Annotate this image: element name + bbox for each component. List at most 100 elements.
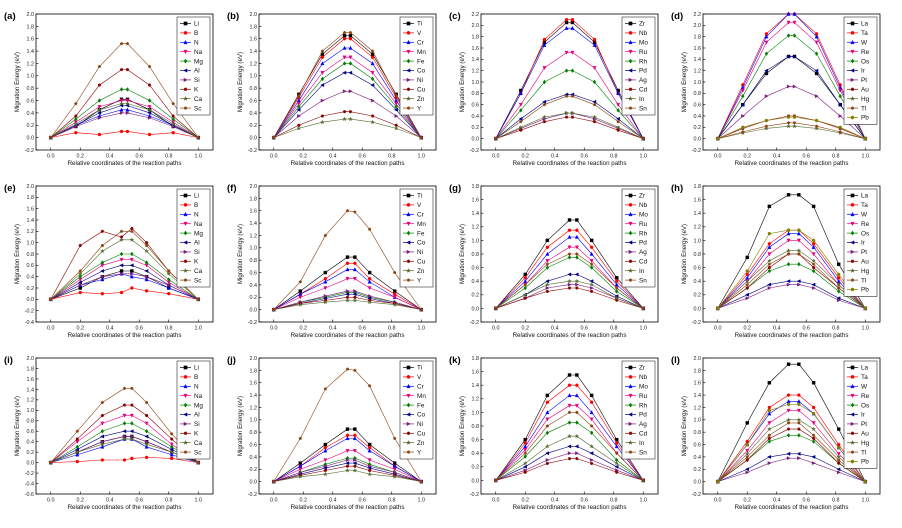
series-line: [495, 236, 644, 309]
data-point: [171, 130, 175, 135]
legend-label: K: [194, 259, 199, 266]
y-tick-label: 0.2: [694, 125, 702, 131]
series-group: [272, 208, 423, 312]
series-line: [495, 22, 644, 139]
x-tick-label: 0.8: [165, 154, 173, 160]
series-line: [495, 405, 644, 481]
y-tick-label: 0.4: [472, 451, 480, 457]
series-line: [495, 27, 644, 139]
series-line: [717, 457, 866, 482]
data-point: [196, 297, 200, 301]
legend-marker: [850, 31, 855, 35]
data-point: [394, 114, 399, 118]
data-point: [394, 123, 398, 127]
legend-marker: [183, 402, 188, 408]
legend-marker: [628, 249, 633, 254]
y-tick-label: 1.8: [472, 184, 480, 190]
legend-marker: [183, 49, 188, 55]
data-point: [100, 428, 105, 434]
data-point: [353, 295, 357, 299]
data-point: [320, 76, 325, 82]
y-tick-label: 0.2: [250, 295, 258, 301]
data-point: [352, 267, 357, 272]
y-tick-label: 0.4: [694, 455, 702, 461]
legend-label: Mg: [194, 402, 203, 409]
panel-label: (f): [227, 183, 237, 194]
data-point: [352, 292, 357, 297]
y-axis-title: Migration Energy (eV): [681, 52, 688, 112]
data-point: [122, 386, 127, 390]
series-group: [494, 286, 645, 310]
data-point: [370, 71, 375, 75]
data-point: [589, 238, 594, 243]
data-point: [75, 437, 80, 441]
data-point: [119, 110, 124, 115]
y-tick-label: 0.2: [250, 123, 258, 129]
legend-marker: [628, 365, 633, 370]
y-tick-label: 1.8: [694, 368, 702, 374]
series-line: [50, 270, 199, 300]
data-point: [342, 116, 348, 122]
data-point: [589, 286, 594, 290]
data-point: [797, 421, 801, 425]
data-point: [786, 228, 791, 232]
y-tick-label: 0.6: [250, 270, 258, 276]
data-point: [523, 470, 527, 474]
data-point: [196, 460, 200, 465]
data-point: [523, 437, 527, 442]
data-point: [345, 461, 350, 466]
data-point: [838, 114, 843, 118]
legend-marker: [406, 49, 411, 55]
data-point: [615, 276, 619, 280]
data-point: [144, 243, 149, 247]
y-tick-label: 0.8: [27, 252, 35, 258]
data-point: [811, 268, 816, 274]
data-point: [792, 115, 797, 119]
series-line: [717, 400, 866, 482]
data-point: [353, 210, 357, 214]
data-point: [100, 229, 105, 233]
y-tick-label: 1.8: [250, 24, 258, 30]
y-tick-label: 0.4: [27, 111, 35, 117]
data-point: [545, 458, 550, 462]
data-point: [615, 441, 619, 445]
data-point: [786, 121, 791, 125]
legend-marker: [628, 278, 633, 282]
legend-label: Fe: [417, 58, 425, 65]
x-tick-label: 0.8: [832, 154, 840, 160]
data-point: [797, 193, 801, 197]
data-point: [130, 456, 134, 461]
data-point: [393, 436, 397, 440]
data-point: [147, 83, 152, 87]
data-point: [542, 42, 547, 47]
plot-frame: [258, 13, 437, 151]
data-point: [716, 479, 720, 484]
series-line: [273, 438, 422, 482]
y-tick-label: 0.2: [694, 293, 702, 299]
data-point: [641, 136, 645, 141]
data-point: [323, 458, 328, 463]
y-axis-title: Migration Energy (eV): [237, 52, 244, 112]
legend-label: Si: [194, 249, 200, 256]
data-point: [347, 116, 353, 122]
y-tick-label: 0.8: [694, 430, 702, 436]
y-tick-label: 1.8: [694, 35, 702, 41]
legend-label: Y: [417, 449, 422, 456]
data-point: [545, 279, 550, 284]
y-tick-label: 1.6: [250, 381, 258, 387]
data-point: [144, 434, 149, 439]
series-line: [273, 462, 422, 482]
data-point: [575, 383, 579, 387]
series-group: [716, 115, 867, 141]
data-point: [494, 136, 498, 141]
series-line: [273, 32, 422, 138]
legend-marker: [850, 402, 855, 408]
x-axis-title: Relative coordinates of the reaction pat…: [735, 160, 849, 167]
y-tick-label: 0.0: [694, 137, 702, 143]
data-point: [836, 296, 841, 301]
legend-label: Zr: [639, 193, 646, 200]
y-tick-label: 0.0: [27, 297, 35, 303]
legend-marker: [406, 39, 411, 45]
y-axis-title: Migration Energy (eV): [14, 396, 21, 456]
data-point: [863, 479, 867, 484]
